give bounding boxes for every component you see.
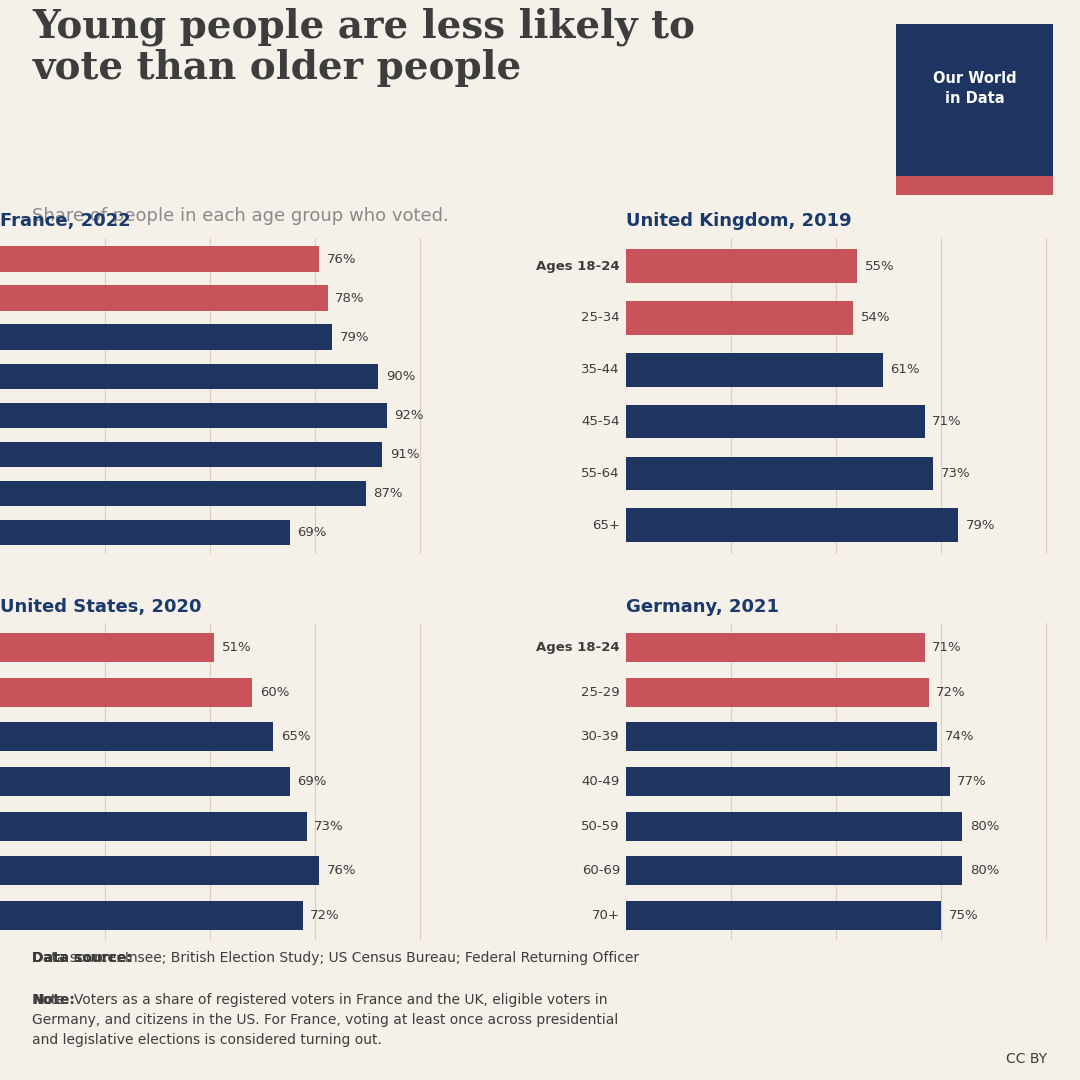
Text: 72%: 72% — [936, 686, 966, 699]
Bar — [626, 633, 924, 662]
Text: 35-44: 35-44 — [581, 363, 620, 376]
Text: France, 2022: France, 2022 — [0, 213, 131, 230]
Text: Share of people in each age group who voted.: Share of people in each age group who vo… — [32, 206, 449, 225]
Text: 73%: 73% — [941, 467, 970, 480]
Text: 45-54: 45-54 — [581, 415, 620, 428]
Bar — [0, 633, 214, 662]
Text: 77%: 77% — [957, 775, 987, 788]
Text: 25-29: 25-29 — [581, 686, 620, 699]
Bar — [0, 403, 387, 428]
Bar — [626, 457, 933, 490]
Bar — [626, 249, 858, 283]
Text: 92%: 92% — [394, 408, 423, 421]
Text: 75%: 75% — [949, 908, 978, 921]
Text: 76%: 76% — [327, 253, 356, 266]
Bar — [626, 767, 949, 796]
Text: 50-59: 50-59 — [581, 820, 620, 833]
Text: 76%: 76% — [327, 864, 356, 877]
Text: 87%: 87% — [373, 487, 403, 500]
Text: 69%: 69% — [297, 775, 327, 788]
Bar — [0, 324, 332, 350]
Text: United States, 2020: United States, 2020 — [0, 598, 202, 617]
Text: 73%: 73% — [314, 820, 343, 833]
Text: 30-39: 30-39 — [581, 730, 620, 743]
Bar — [0, 519, 289, 545]
Text: 74%: 74% — [945, 730, 974, 743]
FancyBboxPatch shape — [896, 24, 1053, 194]
Text: 61%: 61% — [890, 363, 919, 376]
Text: Note:: Note: — [32, 993, 76, 1007]
Bar — [0, 723, 273, 752]
Text: Young people are less likely to
vote than older people: Young people are less likely to vote tha… — [32, 8, 696, 86]
Text: 69%: 69% — [297, 526, 327, 539]
Bar — [626, 856, 962, 885]
Text: Data source:: Data source: — [32, 950, 132, 964]
Bar — [626, 353, 882, 387]
Text: 60%: 60% — [259, 686, 289, 699]
Bar — [626, 509, 958, 542]
Text: 70+: 70+ — [592, 908, 620, 921]
Bar — [626, 678, 929, 707]
Bar — [626, 901, 942, 930]
Text: 91%: 91% — [390, 448, 419, 461]
Text: 90%: 90% — [386, 369, 415, 382]
Text: 72%: 72% — [310, 908, 340, 921]
Text: 79%: 79% — [966, 518, 995, 531]
Text: 71%: 71% — [932, 642, 961, 654]
Text: 54%: 54% — [861, 311, 890, 324]
Text: Ages 18-24: Ages 18-24 — [537, 642, 620, 654]
Text: 79%: 79% — [339, 330, 369, 343]
Text: 65+: 65+ — [592, 518, 620, 531]
FancyBboxPatch shape — [896, 176, 1053, 194]
Text: CC BY: CC BY — [1007, 1052, 1048, 1066]
Text: Ages 18-24: Ages 18-24 — [537, 259, 620, 272]
Text: 25-34: 25-34 — [581, 311, 620, 324]
Text: United Kingdom, 2019: United Kingdom, 2019 — [626, 213, 852, 230]
Text: 55%: 55% — [865, 259, 894, 272]
Bar — [0, 856, 320, 885]
Bar — [0, 811, 307, 840]
Bar — [626, 723, 937, 752]
Bar — [0, 481, 365, 507]
Text: 55-64: 55-64 — [581, 467, 620, 480]
Text: Data source: Insee; British Election Study; US Census Bureau; Federal Returning : Data source: Insee; British Election Stu… — [32, 950, 639, 964]
Text: Germany, 2021: Germany, 2021 — [626, 598, 779, 617]
Bar — [0, 246, 320, 272]
Text: 78%: 78% — [335, 292, 365, 305]
Text: 80%: 80% — [970, 864, 999, 877]
Text: 51%: 51% — [221, 642, 252, 654]
Bar — [626, 301, 853, 335]
Bar — [626, 811, 962, 840]
Text: 60-69: 60-69 — [582, 864, 620, 877]
Bar — [0, 767, 289, 796]
Bar — [626, 405, 924, 438]
Text: 40-49: 40-49 — [582, 775, 620, 788]
Bar — [0, 901, 302, 930]
Bar — [0, 442, 382, 467]
Text: Note: Voters as a share of registered voters in France and the UK, eligible vote: Note: Voters as a share of registered vo… — [32, 993, 619, 1047]
Text: Our World
in Data: Our World in Data — [933, 71, 1016, 106]
Text: Data source:: Data source: — [32, 950, 132, 964]
Text: 71%: 71% — [932, 415, 961, 428]
Text: 80%: 80% — [970, 820, 999, 833]
Bar — [0, 285, 327, 311]
Bar — [0, 678, 252, 707]
Text: 65%: 65% — [281, 730, 310, 743]
Bar — [0, 364, 378, 389]
